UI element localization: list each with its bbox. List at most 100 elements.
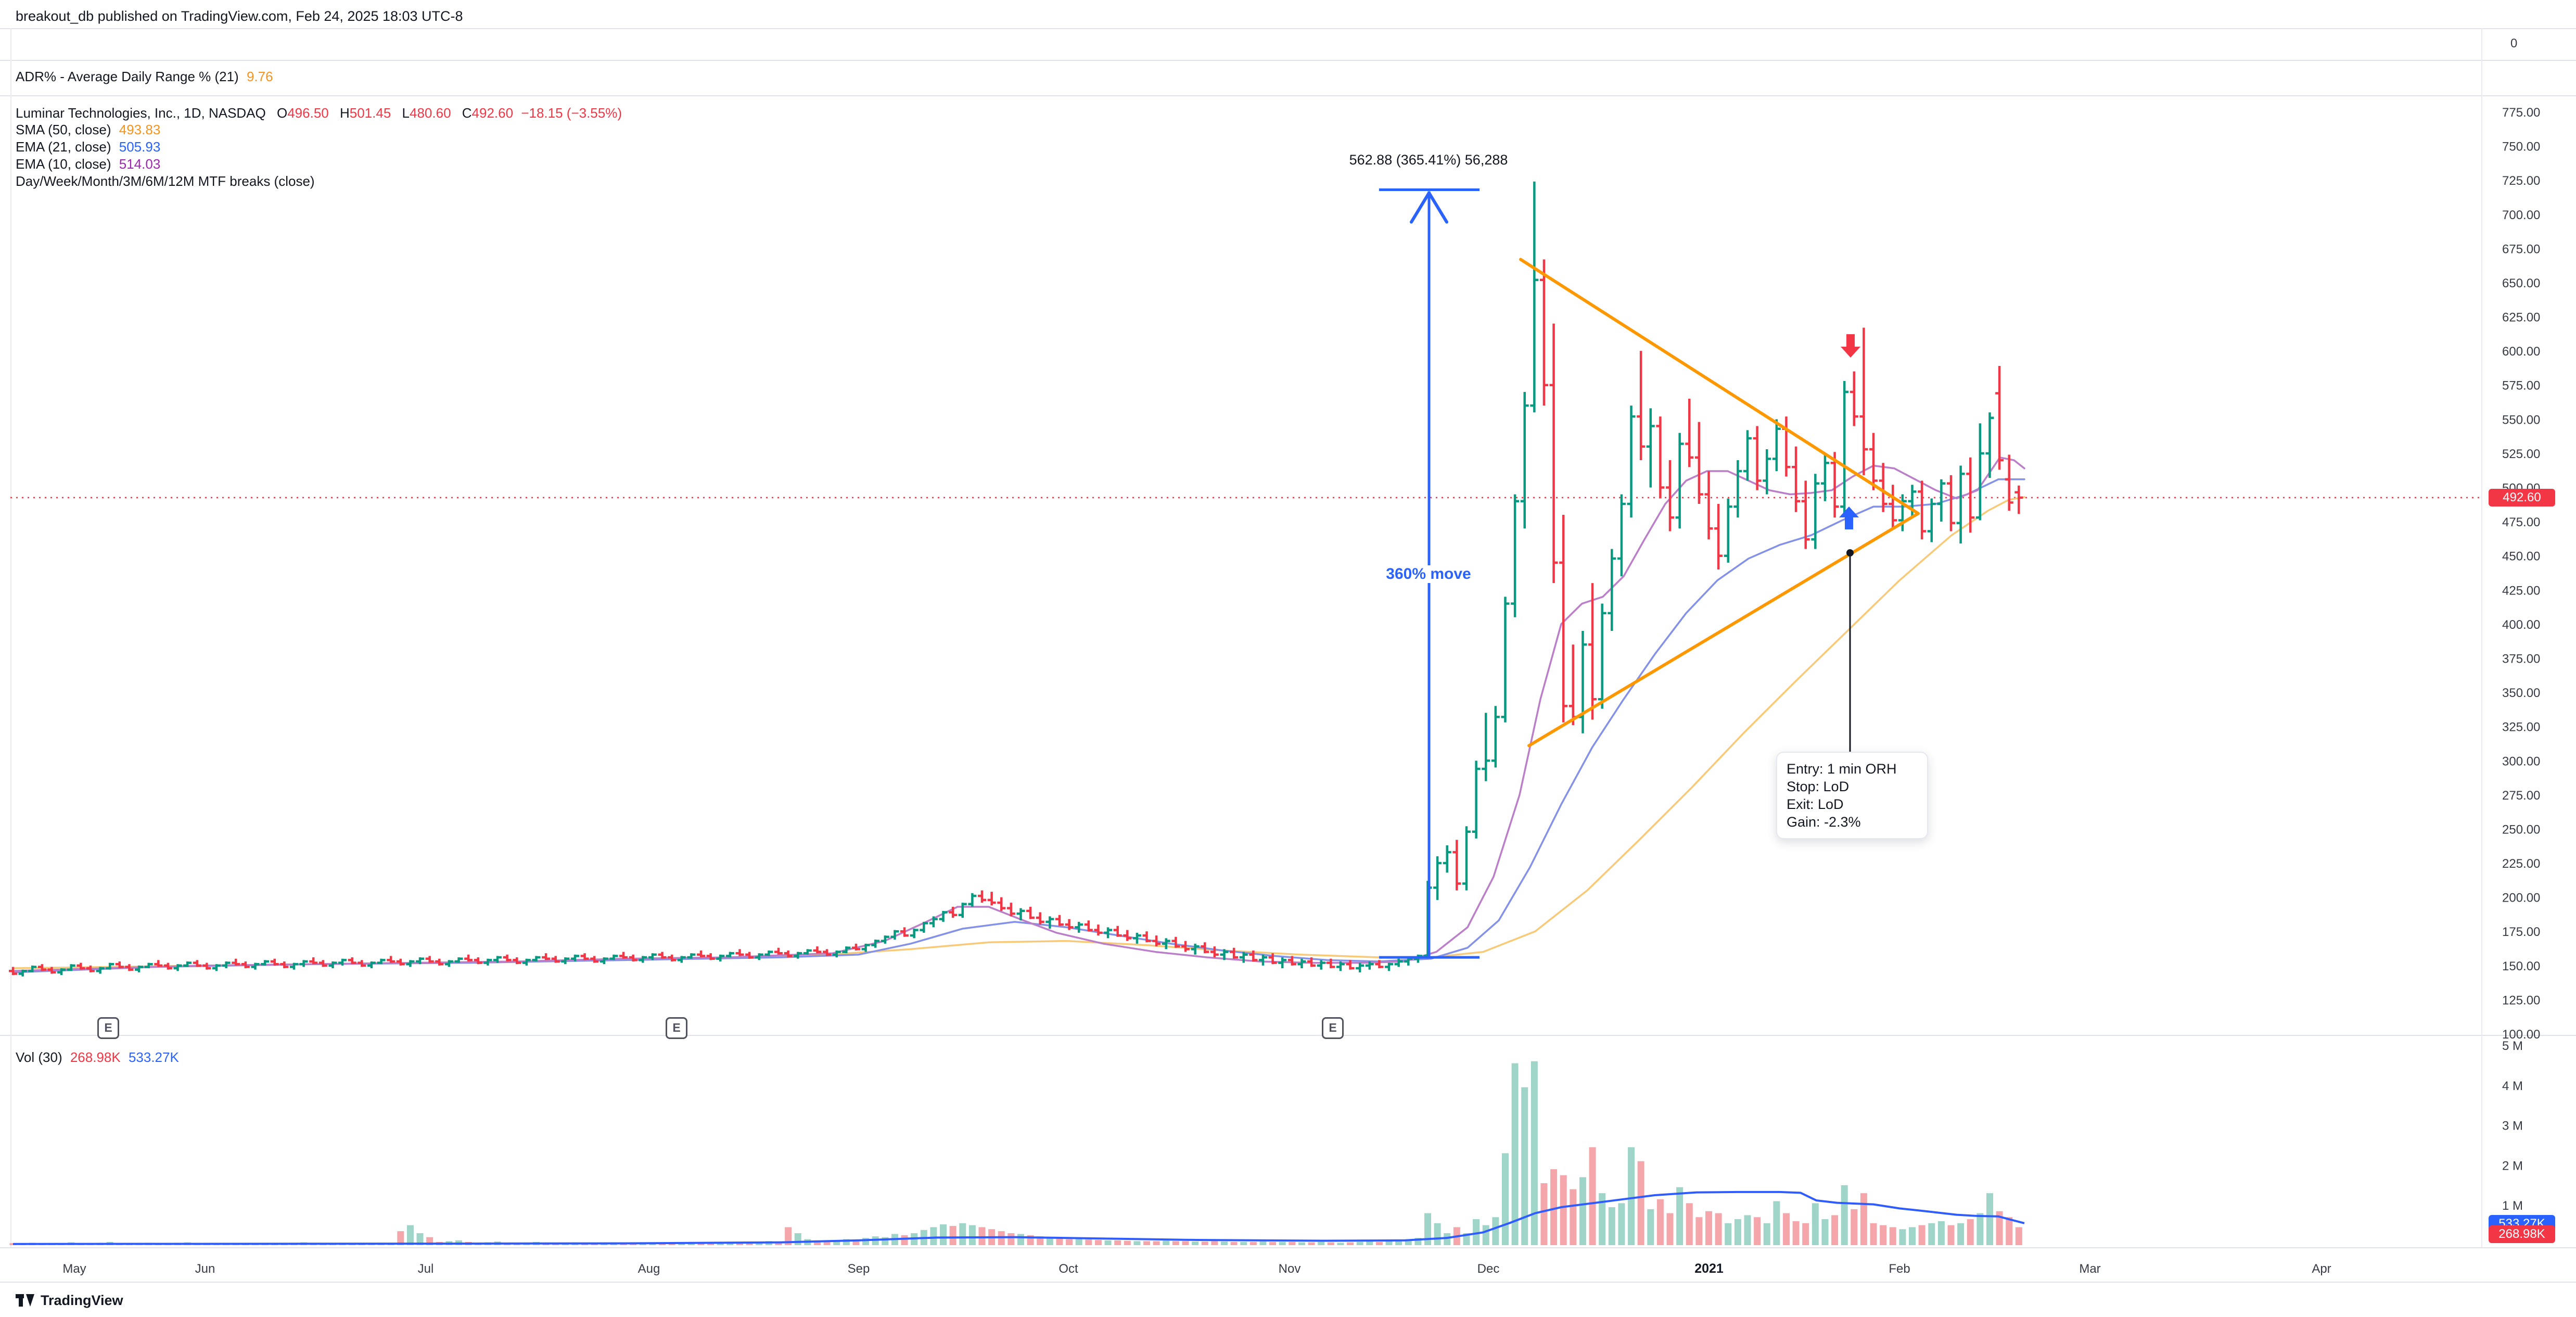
ohlc-bar[interactable] bbox=[299, 960, 308, 967]
ohlc-bar[interactable] bbox=[1045, 916, 1054, 929]
ohlc-bar[interactable] bbox=[154, 960, 163, 967]
price-axis-label[interactable]: 675.00 bbox=[2502, 242, 2540, 256]
price-axis-label[interactable]: 300.00 bbox=[2502, 754, 2540, 768]
volume-bar[interactable] bbox=[1163, 1240, 1170, 1245]
ohlc-bar[interactable] bbox=[289, 963, 298, 970]
ohlc-bar[interactable] bbox=[1608, 549, 1616, 631]
volume-bar[interactable] bbox=[1240, 1242, 1247, 1245]
volume-bar[interactable] bbox=[1201, 1242, 1208, 1245]
volume-bar[interactable] bbox=[416, 1233, 424, 1245]
ohlc-bar[interactable] bbox=[1539, 259, 1548, 406]
ohlc-bar[interactable] bbox=[997, 897, 1006, 911]
ohlc-bar[interactable] bbox=[1753, 426, 1762, 490]
ohlc-bar[interactable] bbox=[1830, 452, 1839, 518]
time-axis-label[interactable]: Jul bbox=[418, 1262, 434, 1276]
price-axis-label[interactable]: 750.00 bbox=[2502, 140, 2540, 154]
sma50-line[interactable] bbox=[12, 496, 2025, 969]
ohlc-bar[interactable] bbox=[1171, 936, 1180, 948]
ohlc-bar[interactable] bbox=[367, 961, 376, 969]
volume-bar[interactable] bbox=[1782, 1213, 1790, 1245]
ohlc-bar[interactable] bbox=[735, 949, 744, 956]
volume-bar[interactable] bbox=[1492, 1217, 1499, 1245]
ohlc-bar[interactable] bbox=[542, 953, 551, 960]
volume-bar[interactable] bbox=[1375, 1242, 1383, 1245]
volume-bar[interactable] bbox=[1656, 1199, 1664, 1245]
ohlc-bar[interactable] bbox=[532, 956, 541, 961]
ohlc-bar[interactable] bbox=[745, 952, 754, 959]
ohlc-bar[interactable] bbox=[1113, 926, 1122, 937]
ohlc-bar[interactable] bbox=[1123, 930, 1132, 941]
volume-axis-label[interactable]: 2 M bbox=[2502, 1159, 2523, 1173]
sell-arrow-icon[interactable] bbox=[1841, 334, 1860, 358]
ohlc-bar[interactable] bbox=[794, 952, 802, 959]
volume-bar[interactable] bbox=[1792, 1221, 1800, 1245]
ohlc-bar[interactable] bbox=[358, 960, 366, 967]
ohlc-bar[interactable] bbox=[1966, 457, 1975, 533]
volume-bar[interactable] bbox=[1599, 1193, 1606, 1245]
volume-bar[interactable] bbox=[1521, 1087, 1528, 1245]
ohlc-bar[interactable] bbox=[832, 950, 841, 958]
trendline[interactable] bbox=[1519, 258, 1920, 515]
volume-bar[interactable] bbox=[1066, 1239, 1073, 1245]
volume-bar[interactable] bbox=[1725, 1223, 1732, 1245]
ohlc-bar[interactable] bbox=[1685, 398, 1694, 467]
price-axis-label[interactable]: 375.00 bbox=[2502, 652, 2540, 666]
volume-bar[interactable] bbox=[668, 1243, 675, 1245]
ohlc-bar[interactable] bbox=[764, 950, 773, 956]
ohlc-bar[interactable] bbox=[658, 952, 667, 959]
ohlc-bar[interactable] bbox=[1501, 597, 1510, 723]
volume-bar[interactable] bbox=[794, 1233, 801, 1245]
ohlc-bar[interactable] bbox=[1637, 351, 1646, 461]
ohlc-bar[interactable] bbox=[86, 965, 95, 972]
ohlc-bar[interactable] bbox=[1568, 644, 1577, 726]
volume-bar[interactable] bbox=[1570, 1189, 1577, 1245]
ohlc-bar[interactable] bbox=[1889, 485, 1897, 529]
volume-bar[interactable] bbox=[746, 1243, 753, 1245]
ohlc-bar[interactable] bbox=[1520, 391, 1529, 529]
volume-bar[interactable] bbox=[406, 1225, 414, 1245]
volume-bar[interactable] bbox=[1182, 1241, 1189, 1245]
ohlc-bar[interactable] bbox=[1927, 498, 1936, 542]
ohlc-bar[interactable] bbox=[842, 946, 851, 954]
volume-bar[interactable] bbox=[1017, 1234, 1024, 1245]
ohlc-bar[interactable] bbox=[1656, 416, 1665, 499]
ohlc-bar[interactable] bbox=[493, 956, 502, 963]
pane-divider[interactable] bbox=[0, 95, 2576, 96]
ohlc-bar[interactable] bbox=[1201, 942, 1209, 954]
volume-bar[interactable] bbox=[1056, 1238, 1063, 1245]
volume-bar[interactable] bbox=[1831, 1215, 1839, 1245]
volume-bar[interactable] bbox=[397, 1231, 404, 1245]
price-axis-label[interactable]: 575.00 bbox=[2502, 379, 2540, 393]
ohlc-bar[interactable] bbox=[1578, 631, 1587, 733]
volume-bar[interactable] bbox=[1773, 1201, 1780, 1245]
volume-bar[interactable] bbox=[949, 1226, 957, 1245]
ohlc-bar[interactable] bbox=[1404, 957, 1413, 966]
ohlc-bar[interactable] bbox=[1181, 941, 1190, 952]
volume-bar[interactable] bbox=[9, 1243, 17, 1245]
ohlc-bar[interactable] bbox=[1394, 958, 1403, 967]
ohlc-bar[interactable] bbox=[1869, 433, 1878, 490]
ohlc-bar[interactable] bbox=[570, 954, 579, 961]
volume-bar[interactable] bbox=[697, 1243, 705, 1245]
ohlc-bar[interactable] bbox=[2005, 454, 2013, 511]
volume-bar[interactable] bbox=[1550, 1169, 1558, 1245]
ohlc-bar[interactable] bbox=[551, 956, 560, 963]
ohlc-bar[interactable] bbox=[668, 954, 677, 961]
volume-bar[interactable] bbox=[1957, 1223, 1965, 1245]
volume-bar[interactable] bbox=[1628, 1147, 1635, 1245]
price-axis-label[interactable]: 625.00 bbox=[2502, 311, 2540, 325]
trendline[interactable] bbox=[1527, 512, 1920, 748]
ohlc-bar[interactable] bbox=[173, 964, 182, 971]
volume-bar[interactable] bbox=[930, 1227, 937, 1245]
volume-bar[interactable] bbox=[1249, 1242, 1257, 1245]
volume-bar[interactable] bbox=[1715, 1213, 1722, 1245]
volume-bar[interactable] bbox=[940, 1224, 947, 1245]
volume-bar[interactable] bbox=[1124, 1240, 1131, 1245]
ohlc-bar[interactable] bbox=[1482, 713, 1490, 781]
ohlc-bar[interactable] bbox=[561, 957, 570, 965]
ohlc-bar[interactable] bbox=[1530, 181, 1539, 413]
ohlc-bar[interactable] bbox=[406, 960, 415, 967]
volume-bar[interactable] bbox=[736, 1243, 743, 1245]
volume-bar[interactable] bbox=[1279, 1242, 1286, 1245]
ohlc-bar[interactable] bbox=[1947, 475, 1955, 531]
